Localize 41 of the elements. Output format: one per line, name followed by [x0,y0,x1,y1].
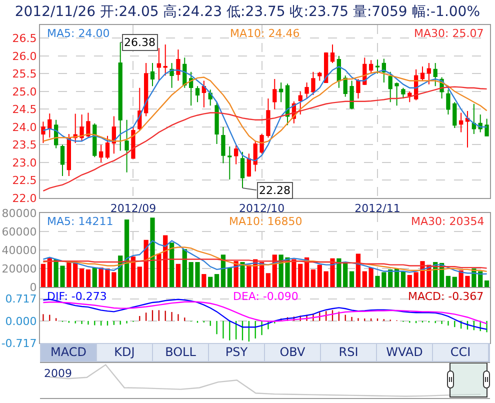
y-tick-label: 22.0 [12,192,37,205]
y-tick-label: 60000 [2,225,37,238]
text: MA10: 24.46 [230,27,300,40]
x-tick-label: 2012/09 [110,202,156,216]
y-tick-label: 20000 [2,262,37,276]
annotation: 26.38 [124,36,156,49]
y-tick-label: 0.000 [5,314,37,328]
y-tick-label: 25.0 [12,85,37,98]
y-tick-label: 0.717 [5,292,37,306]
y-tick-label: 40000 [2,244,37,257]
y-tick-label: 0 [30,280,37,294]
text: OBV [265,344,321,361]
text: BOLL [153,344,209,361]
x-tick-label: 2012/11 [354,202,400,216]
text: KDJ [97,344,153,361]
y-tick-label: 24.5 [12,103,37,116]
text: MA5: 24.00 [47,27,110,40]
y-tick-label: 24.0 [12,120,37,134]
y-tick-label: 23.5 [12,138,37,152]
y-tick-label: 22.5 [12,174,37,188]
text: PSY [209,344,265,361]
y-tick-label: 25.5 [12,68,37,81]
text: MA10: 16850 [229,215,302,228]
annotation: 22.28 [259,184,290,197]
y-tick-label: 23.0 [12,156,37,170]
text: CCI [433,344,489,361]
annotation: 2009 [44,367,72,380]
chart-title: 2012/11/26 开:24.05 高:24.23 低:23.75 收:23.75 量:7059 幅:-1.00% [14,4,480,20]
text: MA5: 14211 [47,215,114,228]
text: MACD [41,344,97,361]
y-tick-label: 26.5 [12,32,37,45]
series-label: DEA: -0.090 [233,290,298,303]
y-tick-label: -0.717 [1,336,37,350]
text: MA30: 20354 [411,215,484,228]
y-tick-label: 80000 [2,206,37,220]
x-tick-label: 2012/10 [238,202,285,216]
series-label: MACD: -0.367 [408,290,484,303]
text: WVAD [377,344,433,361]
text: RSI [321,344,377,361]
y-tick-label: 26.0 [12,50,37,63]
text: MA30: 25.07 [414,27,484,40]
